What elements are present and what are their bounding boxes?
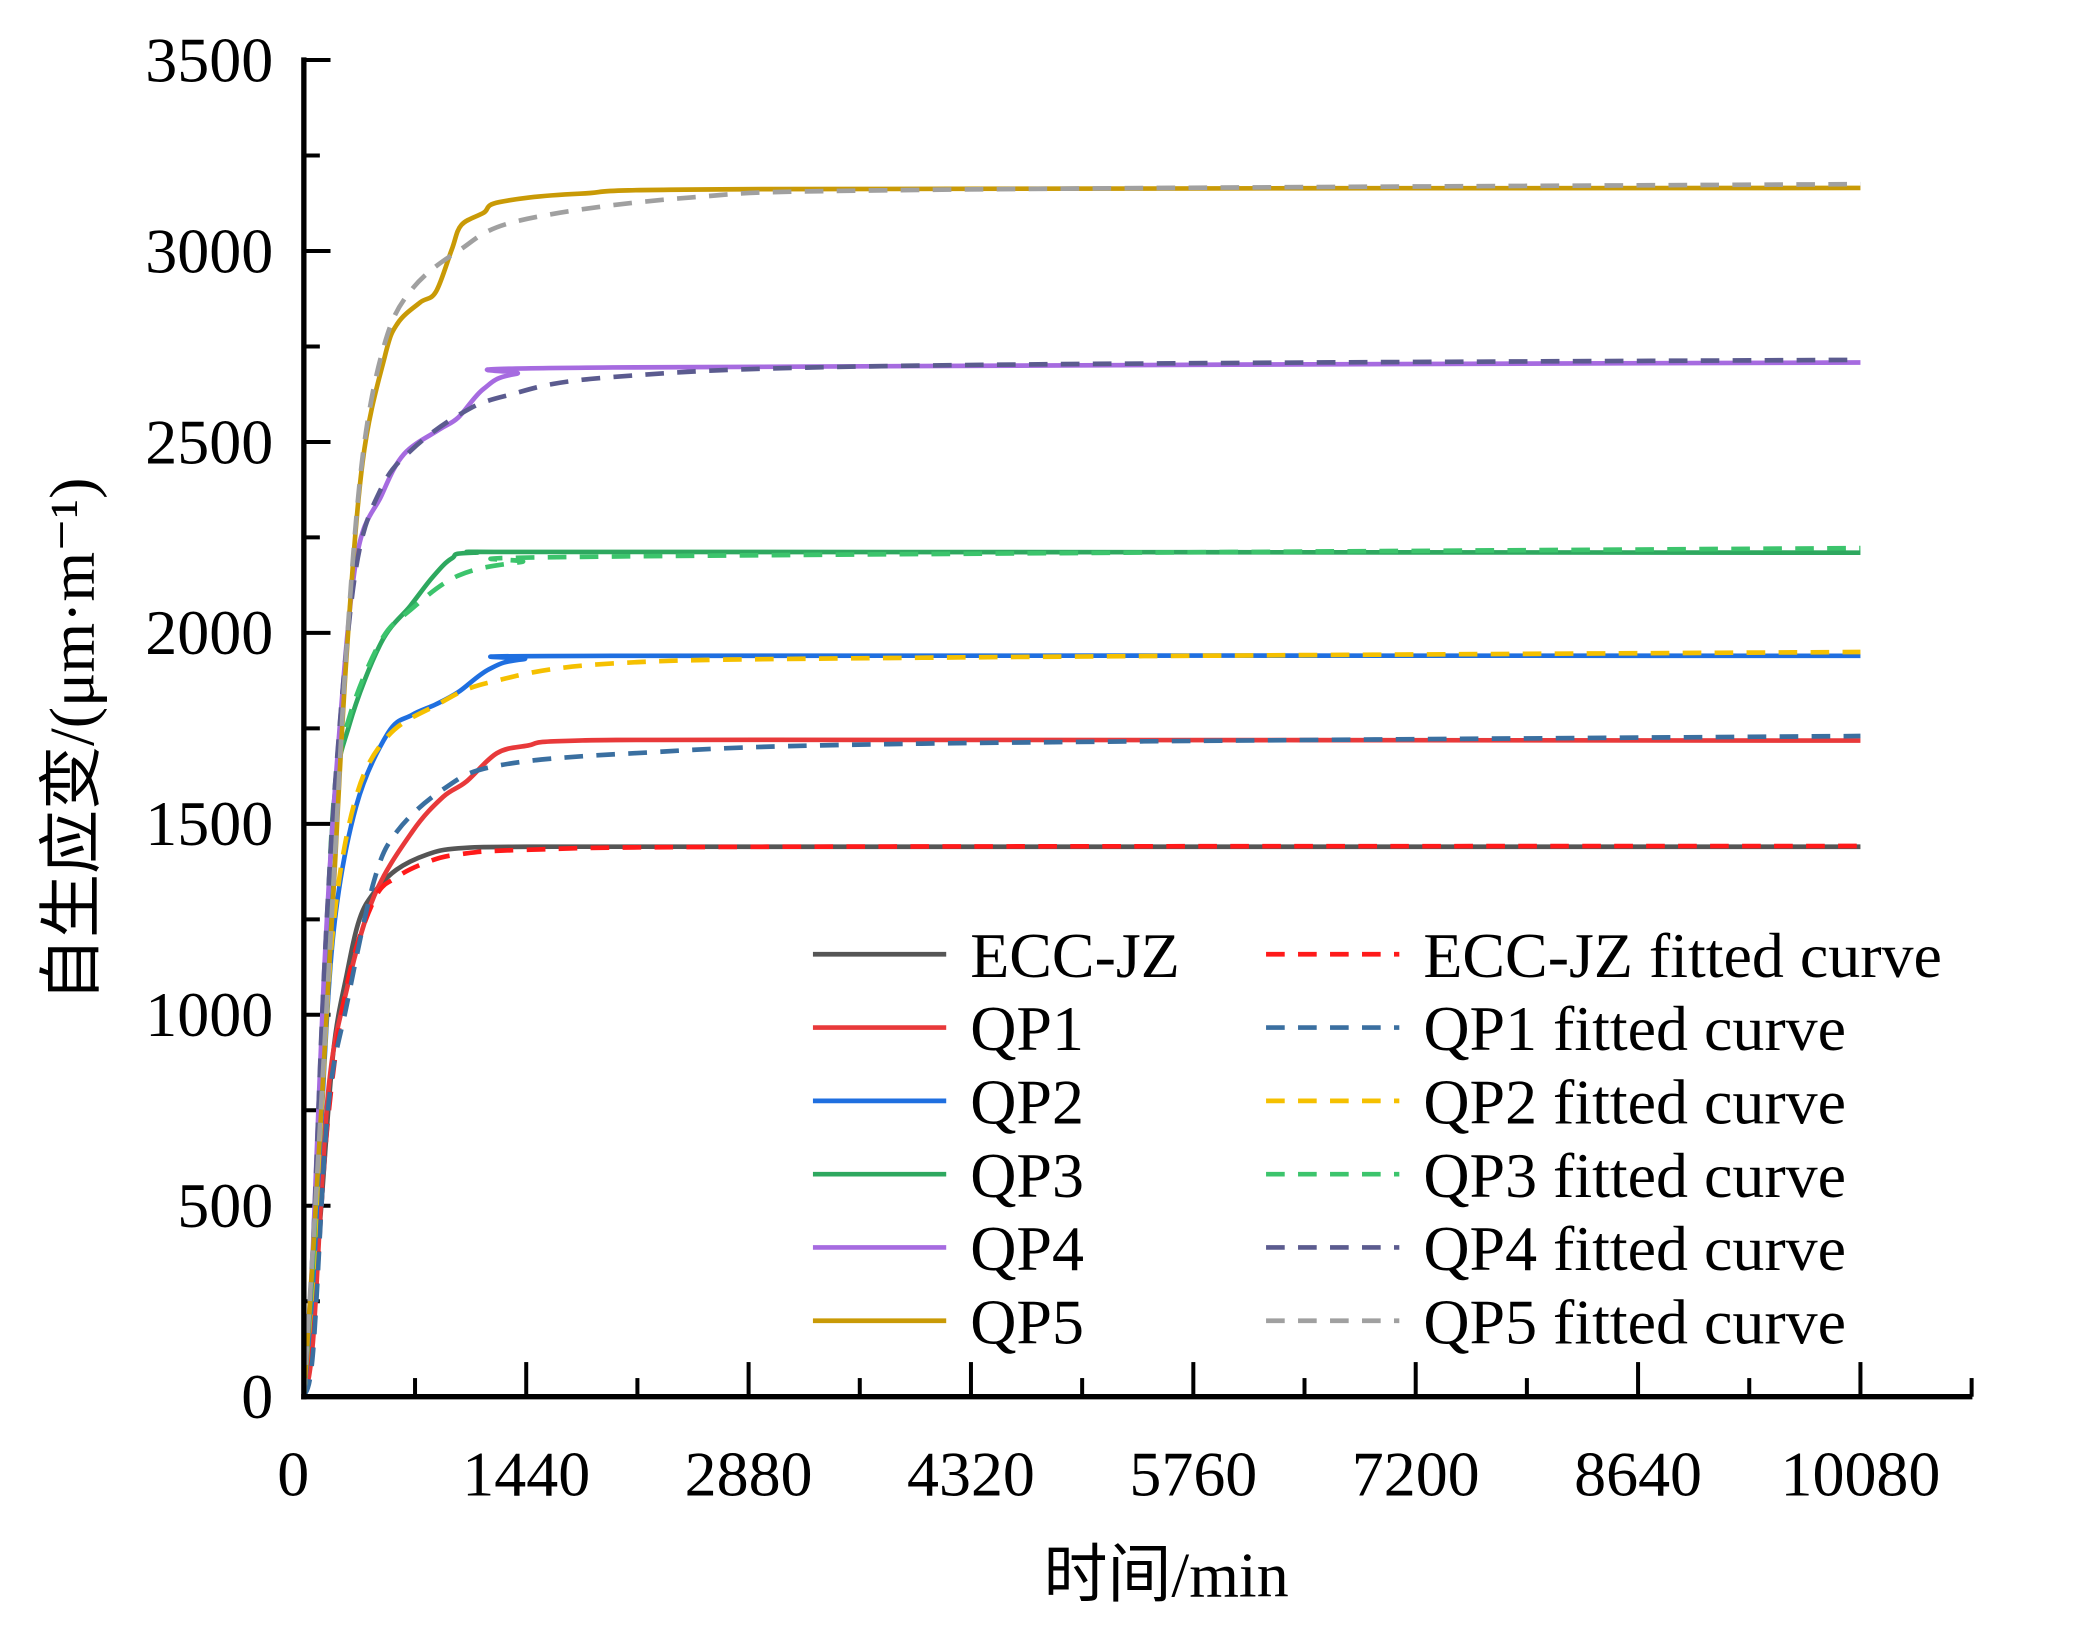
axis-ticks [303,58,1974,1397]
x-tick-label: 10080 [1780,1438,1940,1509]
legend-label: QP1 fitted curve [1423,993,1846,1064]
x-axis-title: 时间/min [1044,1540,1289,1611]
legend-label: QP5 [970,1286,1084,1357]
y-axis-title: 自生应变/(μm·m⁻¹) [36,478,107,1002]
legend-label: QP3 fitted curve [1423,1140,1846,1211]
legend-label: ECC-JZ [970,920,1180,991]
curves [301,181,1861,1398]
legend-label: QP3 [970,1140,1084,1211]
y-tick-label: 2500 [145,406,273,477]
legend-label: QP2 fitted curve [1423,1067,1846,1138]
tick-labels: 0 1440 2880 4320 5760 7200 8640 10080 0 500 1000 15… [145,24,1940,1509]
x-tick-label: 7200 [1352,1438,1480,1509]
series-line-qp3-fitted-curve [301,545,1861,1397]
series-line-qp4-fitted-curve [301,357,1861,1397]
x-tick-label: 8640 [1574,1438,1702,1509]
y-tick-label: 0 [241,1361,273,1432]
x-tick-label: 2880 [685,1438,813,1509]
legend-label: QP5 fitted curve [1423,1286,1846,1357]
x-tick-label: 5760 [1129,1438,1257,1509]
x-tick-label: 1440 [462,1438,590,1509]
y-tick-label: 500 [177,1170,273,1241]
x-tick-label: 4320 [907,1438,1035,1509]
series-line-qp5-fitted-curve [301,181,1861,1397]
legend-label: QP4 [970,1213,1084,1284]
legend-label: QP4 fitted curve [1423,1213,1846,1284]
legend-label: QP2 [970,1067,1084,1138]
y-tick-label: 1500 [145,788,273,859]
y-tick-label: 1000 [145,979,273,1050]
x-tick-label: 0 [277,1438,309,1509]
y-tick-label: 3500 [145,24,273,95]
legend-label: QP1 [970,993,1084,1064]
series-line-qp1-fitted-curve [301,733,1861,1398]
series-line-qp5 [301,185,1861,1397]
y-tick-label: 3000 [145,215,273,286]
legend-label: ECC-JZ fitted curve [1423,920,1942,991]
y-tick-label: 2000 [145,597,273,668]
